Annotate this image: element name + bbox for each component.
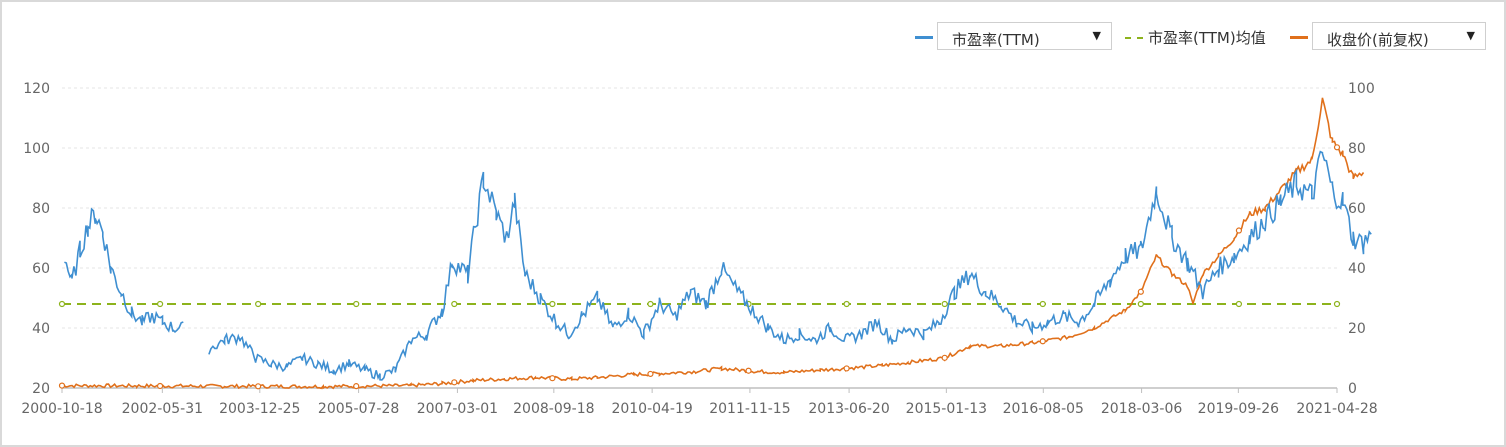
mean-marker: [843, 300, 850, 308]
x-tick-label: 2013-06-20: [808, 401, 889, 417]
mean-marker: [451, 300, 458, 308]
price-line: [61, 97, 1365, 390]
y-axis-left: 20 40 60 80 100 120: [23, 81, 50, 397]
caret-down-icon: ▼: [1092, 29, 1101, 42]
pe-legend-label: 市盈率(TTM): [952, 31, 1040, 49]
pe-legend-select[interactable]: 市盈率(TTM) ▼: [937, 22, 1112, 50]
price-marker: [549, 375, 556, 382]
y-axis-right: 0 20 40 60 80 100: [1348, 81, 1375, 397]
price-marker: [647, 370, 654, 378]
price-marker: [255, 383, 262, 390]
x-tick-label: 2007-03-01: [417, 401, 498, 417]
price-legend-swatch: [1290, 36, 1308, 39]
grid-lines: [62, 87, 1337, 329]
price-marker: [1039, 338, 1046, 345]
mean-marker: [255, 300, 262, 308]
mean-marker: [647, 300, 654, 308]
y-left-tick-label: 100: [23, 141, 50, 157]
price-marker: [451, 379, 458, 386]
x-tick-label: 2021-04-28: [1296, 401, 1377, 417]
mean-legend-swatch: [1125, 37, 1143, 39]
mean-marker: [941, 300, 948, 308]
y-right-tick-label: 80: [1348, 141, 1366, 157]
price-marker: [941, 354, 948, 361]
mean-legend-label[interactable]: 市盈率(TTM)均值: [1148, 29, 1266, 47]
price-marker: [1137, 288, 1144, 295]
caret-down-icon: ▼: [1466, 29, 1475, 42]
x-tick-label: 2008-09-18: [513, 401, 594, 417]
price-marker: [1235, 227, 1243, 234]
mean-marker: [1039, 300, 1046, 308]
x-tick-label: 2011-11-15: [709, 401, 790, 417]
mean-marker: [1333, 300, 1341, 308]
y-left-tick-label: 120: [23, 81, 50, 97]
price-marker: [843, 365, 850, 372]
x-tick-label: 2019-09-26: [1198, 401, 1279, 417]
y-left-tick-label: 20: [32, 381, 50, 397]
y-right-tick-label: 20: [1348, 321, 1366, 337]
mean-marker: [156, 300, 164, 308]
mean-marker: [58, 300, 66, 308]
price-marker: [58, 382, 66, 389]
y-left-tick-label: 80: [32, 201, 50, 217]
price-legend-select[interactable]: 收盘价(前复权) ▼: [1312, 22, 1486, 50]
legend: 市盈率(TTM) ▼ 市盈率(TTM)均值 收盘价(前复权) ▼: [0, 22, 1506, 52]
y-right-tick-label: 60: [1348, 201, 1366, 217]
x-tick-label: 2010-04-19: [611, 401, 692, 417]
x-axis: 2000-10-18 2002-05-31 2003-12-25 2005-07-28…: [21, 387, 1378, 417]
x-tick-label: 2000-10-18: [21, 401, 102, 417]
price-marker: [156, 382, 164, 390]
x-tick-label: 2005-07-28: [318, 401, 399, 417]
pe-legend-swatch: [915, 36, 933, 39]
series-layer: [58, 97, 1372, 390]
y-left-tick-label: 60: [32, 261, 50, 277]
price-marker: [1333, 144, 1341, 151]
x-tick-label: 2003-12-25: [219, 401, 300, 417]
mean-marker: [1235, 300, 1243, 308]
price-marker: [745, 367, 752, 374]
y-right-tick-label: 100: [1348, 81, 1375, 97]
x-tick-label: 2002-05-31: [122, 401, 203, 417]
x-tick-label: 2018-03-06: [1101, 401, 1182, 417]
x-tick-label: 2016-08-05: [1003, 401, 1084, 417]
y-left-tick-label: 40: [32, 321, 50, 337]
price-legend-label: 收盘价(前复权): [1327, 31, 1429, 49]
pe-line: [64, 150, 1372, 381]
mean-marker: [549, 300, 556, 308]
mean-marker: [353, 300, 360, 308]
price-marker: [353, 383, 360, 390]
y-right-tick-label: 0: [1348, 381, 1357, 397]
x-tick-label: 2015-01-13: [906, 401, 987, 417]
y-right-tick-label: 40: [1348, 261, 1366, 277]
mean-marker: [1137, 300, 1144, 308]
